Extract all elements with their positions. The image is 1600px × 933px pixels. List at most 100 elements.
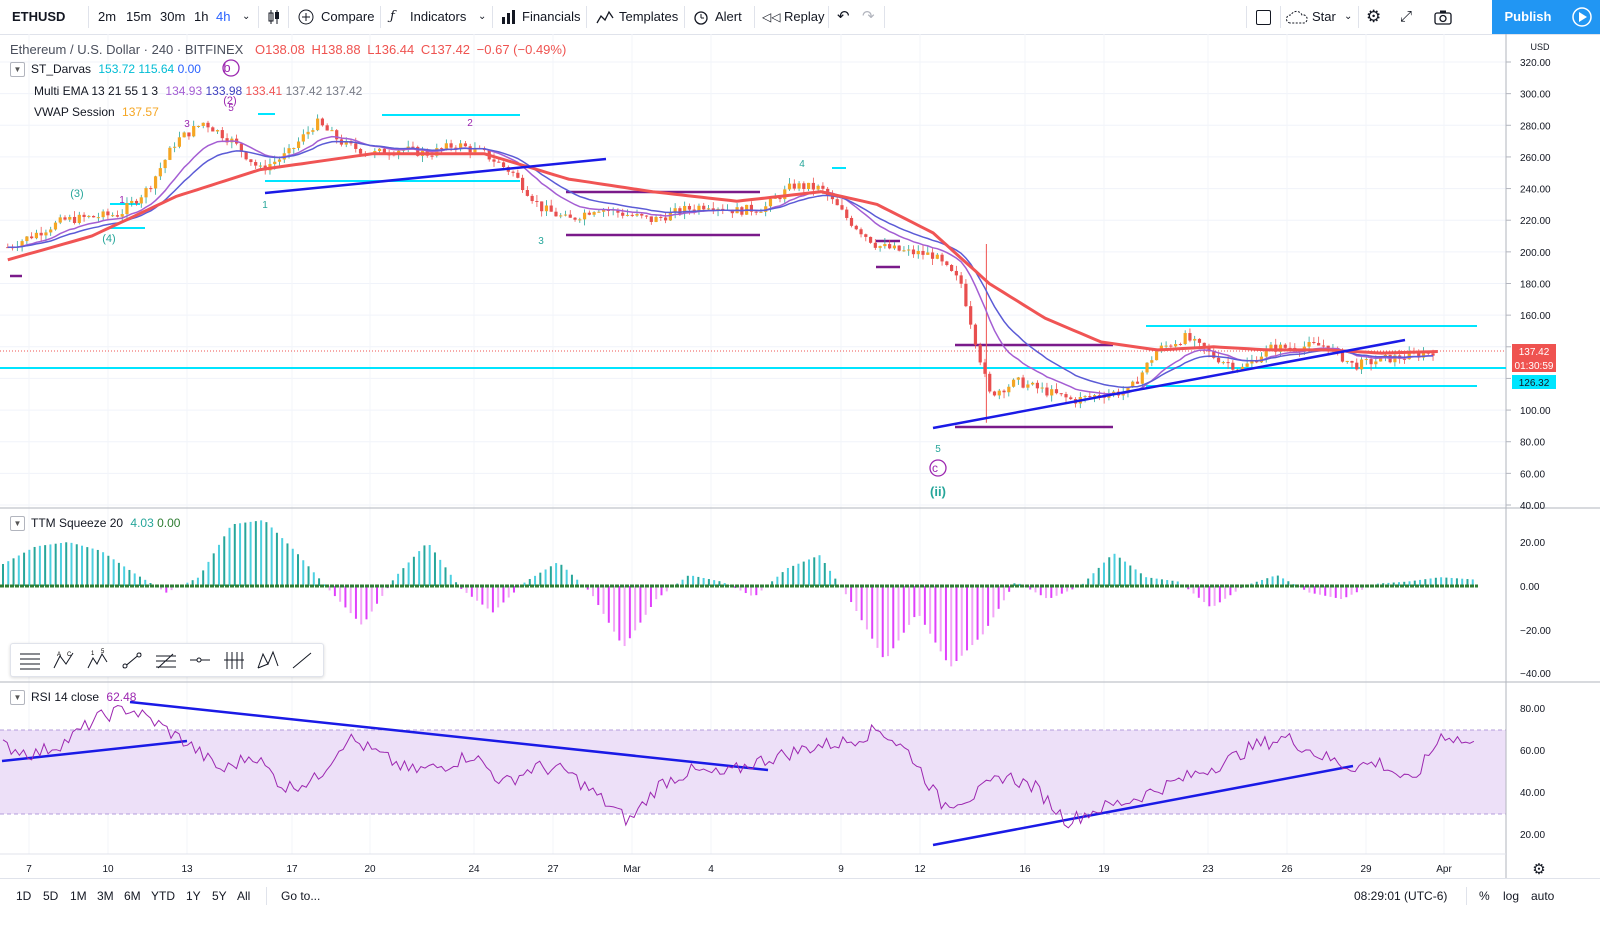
range-5y[interactable]: 5Y xyxy=(212,889,227,903)
cloud-icon[interactable] xyxy=(1286,10,1308,24)
collapse-chevron-icon[interactable]: ▼ xyxy=(10,62,25,78)
vertical-lines-icon[interactable] xyxy=(221,648,247,672)
axis-gear-icon[interactable]: ⚙ xyxy=(1532,861,1545,878)
candle-body xyxy=(206,122,210,128)
alarm-clock-icon[interactable] xyxy=(692,8,710,26)
layout-square-icon[interactable] xyxy=(1256,10,1271,25)
time-tick-label: 19 xyxy=(1098,864,1110,875)
ray-line-icon[interactable] xyxy=(289,648,315,672)
wave-b-label: b xyxy=(223,60,230,75)
interval-2m[interactable]: 2m xyxy=(98,9,117,24)
templates-button[interactable]: Templates xyxy=(619,9,679,24)
trendline-upper-feb xyxy=(264,157,607,195)
candle-body xyxy=(211,127,215,132)
play-button[interactable] xyxy=(1564,0,1600,34)
candle-body xyxy=(802,183,806,190)
candle-body xyxy=(1245,363,1249,367)
candle-body xyxy=(635,214,639,216)
log-toggle[interactable]: log xyxy=(1503,889,1520,903)
interval-chevron-down-icon[interactable]: ⌄ xyxy=(242,11,251,22)
range-3m[interactable]: 3M xyxy=(97,889,114,903)
interval-1h[interactable]: 1h xyxy=(194,9,209,24)
candle-body xyxy=(1002,390,1006,393)
ttm-legend[interactable]: ▼ TTM Squeeze 20 4.03 0.00 xyxy=(10,516,180,532)
candle-body xyxy=(187,132,191,137)
indicators-chevron-down-icon[interactable]: ⌄ xyxy=(478,11,487,22)
trend-line-icon[interactable] xyxy=(119,648,145,672)
horizontal-lines-icon[interactable] xyxy=(17,648,43,672)
range-6m[interactable]: 6M xyxy=(124,889,141,903)
layout-chevron-down-icon[interactable]: ⌄ xyxy=(1344,11,1353,22)
interval-15m[interactable]: 15m xyxy=(126,9,152,24)
redo-icon[interactable]: ↷ xyxy=(862,8,875,25)
candle-body xyxy=(921,250,925,255)
range-5d[interactable]: 5D xyxy=(43,889,59,903)
candle-body xyxy=(1040,387,1044,389)
candle-body xyxy=(292,148,296,150)
horizontal-ray-icon[interactable] xyxy=(187,648,213,672)
ema-legend[interactable]: Multi EMA 13 21 55 1 3 134.93 133.98 133… xyxy=(34,84,362,98)
divider xyxy=(586,6,587,28)
rsi-tick-label: 60.00 xyxy=(1520,746,1545,757)
chart-canvas[interactable]: b c (ii) (3) (4) (2) 1 3 5 1 2 3 4 5 320… xyxy=(0,34,1600,878)
candle-body xyxy=(182,132,186,138)
emas xyxy=(7,135,1438,395)
candle-body xyxy=(1183,333,1187,345)
range-all[interactable]: All xyxy=(237,889,251,903)
clock-time[interactable]: 08:29:01 (UTC-6) xyxy=(1354,889,1448,903)
symbol-search[interactable]: ETHUSD xyxy=(12,9,66,24)
undo-icon[interactable]: ↶ xyxy=(837,8,850,25)
candle-body xyxy=(144,188,148,198)
collapse-chevron-icon[interactable]: ▼ xyxy=(10,690,25,706)
range-1d[interactable]: 1D xyxy=(16,889,32,903)
goto-button[interactable]: Go to... xyxy=(281,889,321,903)
percent-toggle[interactable]: % xyxy=(1479,889,1490,903)
camera-icon[interactable] xyxy=(1434,9,1452,25)
open-value: O138.08 xyxy=(254,42,305,57)
compare-button[interactable]: Compare xyxy=(321,9,375,24)
replay-button[interactable]: Replay xyxy=(784,9,825,24)
candle-body xyxy=(554,211,558,217)
gear-icon[interactable]: ⚙ xyxy=(1366,7,1382,26)
range-1m[interactable]: 1M xyxy=(70,889,87,903)
range-1y[interactable]: 1Y xyxy=(186,889,201,903)
candle-body xyxy=(149,188,153,190)
indicators-button[interactable]: Indicators xyxy=(410,9,467,24)
time-tick-label: Mar xyxy=(623,864,641,875)
range-ytd[interactable]: YTD xyxy=(151,889,175,903)
financials-button[interactable]: Financials xyxy=(522,9,581,24)
collapse-chevron-icon[interactable]: ▼ xyxy=(10,516,25,532)
rsi-legend[interactable]: ▼ RSI 14 close 62.48 xyxy=(10,690,136,706)
fib-retracement-icon[interactable] xyxy=(153,648,179,672)
interval-30m[interactable]: 30m xyxy=(160,9,186,24)
candle-style-icon[interactable] xyxy=(266,9,282,25)
ema-v1: 134.93 xyxy=(165,84,203,98)
darvas-legend[interactable]: ▼ ST_Darvas 153.72 115.64 0.00 xyxy=(10,62,201,78)
templates-icon[interactable] xyxy=(596,9,614,25)
vwap-legend[interactable]: VWAP Session 137.57 xyxy=(34,105,159,119)
candle-body xyxy=(616,209,620,213)
candle-body xyxy=(330,130,334,132)
star-layout-button[interactable]: Star xyxy=(1312,9,1336,24)
candle-body xyxy=(1126,387,1130,393)
replay-icon[interactable]: ◁◁ xyxy=(762,10,781,24)
alert-button[interactable]: Alert xyxy=(715,9,742,24)
interval-4h[interactable]: 4h xyxy=(216,9,231,24)
financials-icon[interactable] xyxy=(500,9,516,25)
fx-icon[interactable]: ƒ xyxy=(390,9,395,24)
fullscreen-icon[interactable]: ⤢ xyxy=(1400,8,1413,25)
candle-body xyxy=(1140,372,1144,384)
plus-circle-icon[interactable] xyxy=(298,9,314,25)
time-axis: 7 10 13 17 20 24 27 Mar 4 9 12 16 19 23 26 29 Apr xyxy=(26,864,1452,875)
candle-body xyxy=(72,216,77,224)
candle-body xyxy=(1031,382,1035,385)
candle-body xyxy=(92,215,96,218)
auto-toggle[interactable]: auto xyxy=(1531,889,1555,903)
candle-body xyxy=(1135,381,1140,384)
publish-button[interactable]: Publish xyxy=(1492,0,1564,34)
price-tick-label: 320.00 xyxy=(1520,58,1551,69)
xabcd-pattern-icon[interactable] xyxy=(255,648,281,672)
candle-body xyxy=(754,211,758,213)
